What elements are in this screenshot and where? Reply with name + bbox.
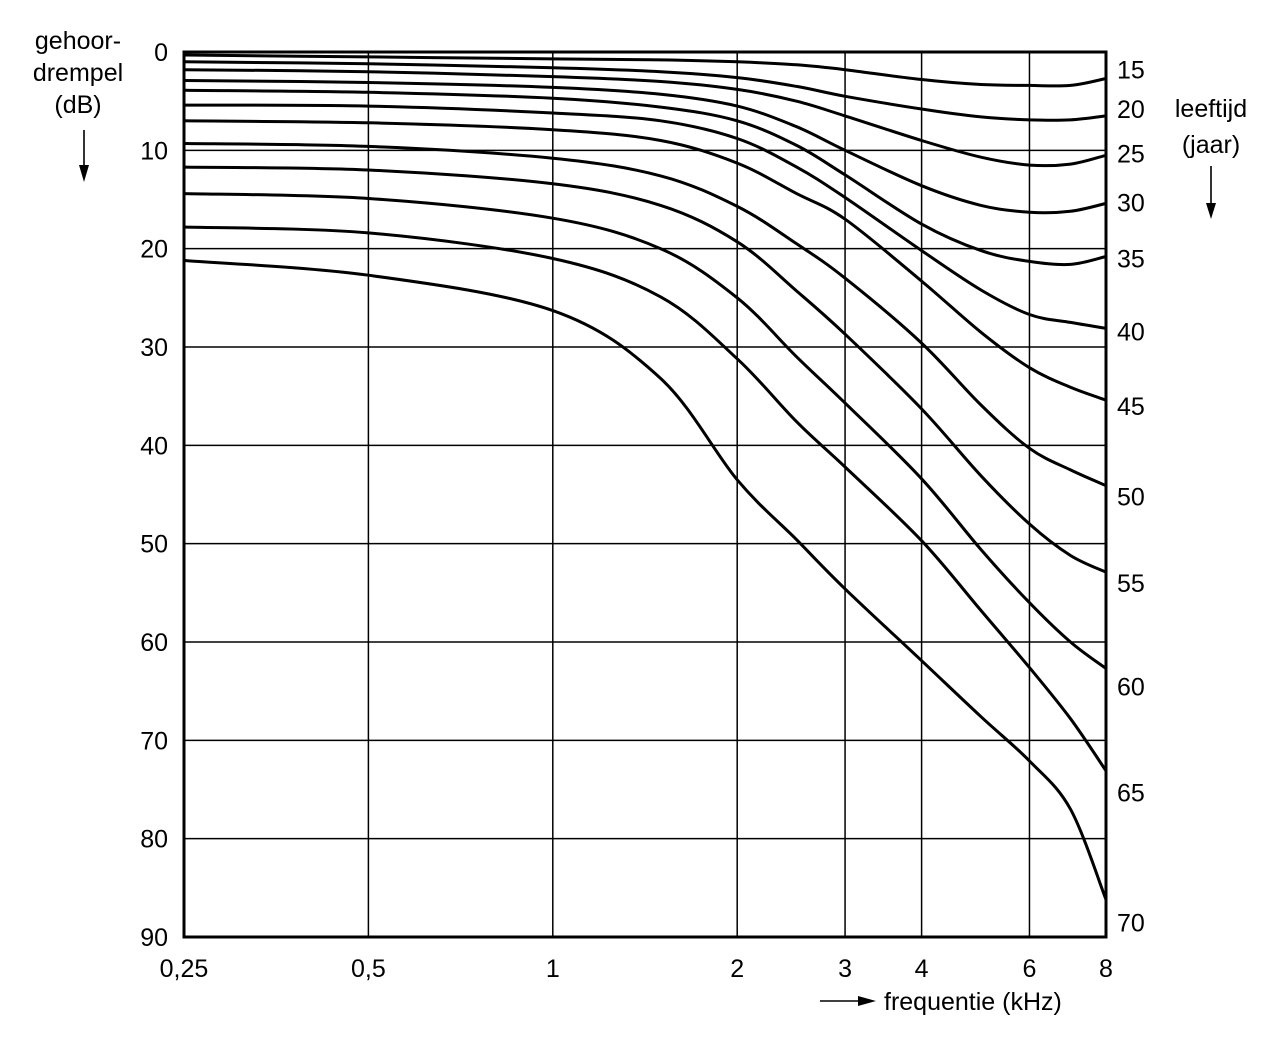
age-label-20: 20 — [1117, 96, 1145, 124]
x-tick-label: 6 — [1023, 955, 1037, 983]
curve-age-45 — [182, 119, 1108, 402]
age-label-25: 25 — [1117, 140, 1145, 168]
age-label-45: 45 — [1117, 393, 1145, 421]
curve-age-35 — [182, 88, 1108, 267]
x-axis-arrow-icon — [858, 996, 876, 1006]
curve-age-40 — [182, 103, 1108, 330]
legend-title: leeftijd (jaar) — [1175, 95, 1247, 219]
curve-age-30 — [182, 79, 1108, 215]
age-labels: 15 20 25 30 35 40 45 50 55 60 65 70 — [1117, 57, 1145, 938]
y-tick-label: 0 — [154, 39, 168, 67]
age-label-55: 55 — [1117, 570, 1145, 598]
curve-age-65 — [182, 225, 1108, 773]
y-axis-title: gehoor- drempel (dB) — [33, 27, 123, 182]
age-curves — [182, 53, 1108, 902]
x-tick-label: 0,5 — [351, 955, 386, 983]
curve-age-55 — [182, 165, 1108, 574]
x-tick-labels: 0,25 0,5 1 2 3 4 6 8 — [160, 955, 1113, 983]
y-tick-label: 60 — [140, 629, 168, 657]
y-tick-label: 70 — [140, 727, 168, 755]
y-tick-label: 50 — [140, 531, 168, 559]
curve-age-15 — [182, 53, 1108, 88]
age-label-15: 15 — [1117, 57, 1145, 85]
y-axis-title-line-1: gehoor- — [35, 27, 121, 55]
y-tick-labels: 0 10 20 30 40 50 60 70 80 90 — [140, 39, 168, 952]
x-tick-label: 0,25 — [160, 955, 209, 983]
legend-title-line-2: (jaar) — [1182, 131, 1240, 159]
y-axis-arrow-icon — [79, 165, 89, 182]
y-tick-label: 80 — [140, 826, 168, 854]
age-label-70: 70 — [1117, 909, 1145, 937]
curve-age-20 — [182, 60, 1108, 122]
x-tick-label: 1 — [546, 955, 560, 983]
age-label-50: 50 — [1117, 483, 1145, 511]
y-tick-label: 40 — [140, 432, 168, 460]
age-label-40: 40 — [1117, 318, 1145, 346]
y-axis-title-line-3: (dB) — [54, 91, 101, 119]
curve-age-25 — [182, 68, 1108, 168]
y-tick-label: 90 — [140, 924, 168, 952]
y-tick-label: 10 — [140, 137, 168, 165]
age-label-30: 30 — [1117, 189, 1145, 217]
age-label-65: 65 — [1117, 779, 1145, 807]
y-axis-title-line-2: drempel — [33, 59, 123, 87]
y-tick-label: 20 — [140, 236, 168, 264]
legend-title-line-1: leeftijd — [1175, 95, 1247, 123]
plot-frame — [182, 50, 1108, 939]
age-label-60: 60 — [1117, 673, 1145, 701]
x-axis-title: frequentie (kHz) — [820, 988, 1062, 1016]
legend-arrow-icon — [1206, 203, 1216, 219]
x-tick-label: 4 — [915, 955, 929, 983]
age-label-35: 35 — [1117, 246, 1145, 274]
x-axis-title-text: frequentie (kHz) — [884, 988, 1062, 1016]
curve-age-60 — [182, 192, 1108, 670]
y-tick-label: 30 — [140, 334, 168, 362]
curve-age-70 — [182, 259, 1108, 902]
grid-lines — [183, 51, 1107, 938]
x-tick-label: 2 — [730, 955, 744, 983]
curve-age-50 — [182, 142, 1108, 488]
x-tick-label: 3 — [838, 955, 852, 983]
x-tick-label: 8 — [1099, 955, 1113, 983]
